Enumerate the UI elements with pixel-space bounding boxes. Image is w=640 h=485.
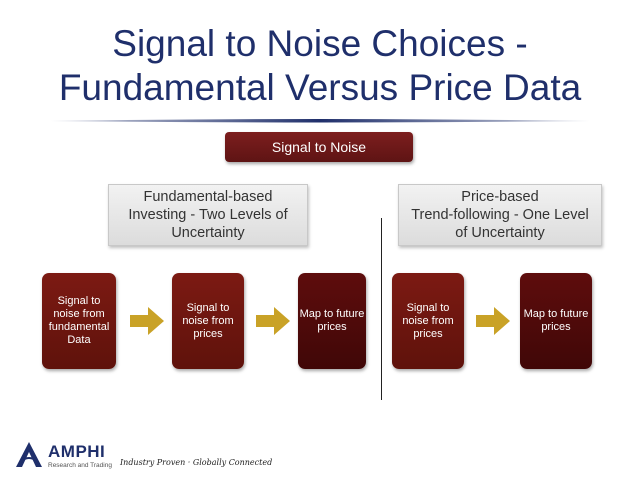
right-arrow-icon — [476, 307, 510, 335]
fundamental-header-line-2: Investing - Two Levels of — [128, 207, 288, 223]
price-signal-right-line-2: noise from — [402, 314, 454, 327]
map-future-right-line-1: Map to future — [523, 308, 589, 320]
fundamental-header-line-1: Fundamental-based — [143, 189, 273, 205]
price-header-line-2: Trend-following - One Level — [411, 207, 589, 223]
price-signal-box-right: Signal to noise from prices — [392, 273, 464, 369]
price-signal-left-line-2: noise from — [182, 314, 234, 327]
price-header-line-1: Price-based — [461, 189, 539, 205]
section-divider — [381, 218, 382, 400]
right-arrow-icon — [256, 307, 290, 335]
fundamental-header-line-3: Uncertainty — [171, 225, 245, 241]
price-signal-right-line-3: prices — [413, 327, 443, 340]
logo-name: AMPHI — [48, 442, 106, 461]
signal-to-noise-box: Signal to Noise — [225, 132, 413, 162]
tagline: Industry Proven · Globally Connected — [120, 458, 273, 467]
fundamental-signal-line-3: fundamental — [48, 321, 110, 333]
map-future-left-line-1: Map to future — [299, 308, 365, 320]
amphi-logo-icon — [16, 442, 42, 467]
title-underline — [50, 119, 590, 123]
map-future-right-line-2: prices — [541, 321, 571, 333]
map-future-prices-box-left: Map to future prices — [298, 273, 366, 369]
price-signal-left-line-1: Signal to — [186, 301, 230, 314]
price-signal-right-line-1: Signal to — [406, 301, 450, 314]
price-header-line-3: of Uncertainty — [455, 225, 545, 241]
right-arrow-icon — [130, 307, 164, 335]
price-signal-box-left: Signal to noise from prices — [172, 273, 244, 369]
price-signal-left-line-3: prices — [193, 327, 223, 340]
fundamental-signal-line-1: Signal to — [57, 295, 101, 307]
amphi-logo: AMPHI Research and Trading — [14, 440, 124, 476]
slide-title-line-1: Signal to Noise Choices - — [112, 23, 528, 64]
logo-subtitle: Research and Trading — [48, 462, 112, 469]
slide-title-line-2: Fundamental Versus Price Data — [58, 67, 582, 108]
fundamental-header-box: Fundamental-based Investing - Two Levels… — [108, 184, 308, 246]
map-future-left-line-2: prices — [317, 321, 347, 333]
slide-title: Signal to Noise Choices - Fundamental Ve… — [0, 22, 640, 110]
fundamental-signal-box: Signal to noise from fundamental Data — [42, 273, 116, 369]
price-header-box: Price-based Trend-following - One Level … — [398, 184, 602, 246]
map-future-prices-box-right: Map to future prices — [520, 273, 592, 369]
fundamental-signal-line-2: noise from — [53, 308, 105, 320]
fundamental-signal-line-4: Data — [67, 334, 91, 346]
